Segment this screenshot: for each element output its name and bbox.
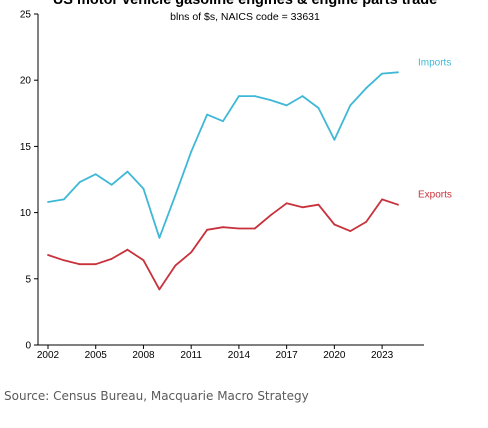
exports-point <box>190 251 193 254</box>
y-tick-label: 25 <box>20 10 32 21</box>
exports-line <box>47 198 399 291</box>
imports-point <box>174 194 177 197</box>
imports-point <box>349 104 352 107</box>
line-chart: US motor vehicle gasoline engines & engi… <box>20 0 452 361</box>
exports-point <box>47 254 49 256</box>
exports-point <box>78 263 81 266</box>
imports-point <box>285 104 288 107</box>
x-axis-ticks: 2002 2005 2008 2011 2014 2017 2020 2023 <box>37 345 394 361</box>
exports-point <box>253 227 256 230</box>
exports-point <box>174 264 177 267</box>
exports-point <box>238 227 240 230</box>
imports-point <box>190 150 193 153</box>
exports-point <box>381 198 383 201</box>
x-tick-label: 2011 <box>180 350 202 361</box>
y-tick-label: 0 <box>25 341 31 352</box>
imports-point <box>47 201 49 203</box>
chart-subtitle: blns of $s, NAICS code = 33631 <box>170 11 320 23</box>
y-tick-label: 5 <box>25 274 31 285</box>
exports-point <box>397 203 399 206</box>
x-tick-label: 2008 <box>132 350 155 361</box>
imports-point <box>317 107 320 109</box>
x-tick-label: 2005 <box>85 350 108 361</box>
imports-point <box>110 183 113 186</box>
imports-point <box>269 99 272 101</box>
imports-point <box>333 138 336 141</box>
imports-series-label: Imports <box>418 57 451 68</box>
exports-point <box>206 228 209 231</box>
imports-point <box>301 95 304 97</box>
exports-point <box>317 203 320 206</box>
exports-series-label: Exports <box>418 190 452 201</box>
exports-point <box>285 202 288 205</box>
x-tick-label: 2023 <box>371 350 394 361</box>
imports-point <box>238 95 240 97</box>
exports-point <box>126 248 129 251</box>
imports-point <box>397 71 399 74</box>
exports-point <box>269 214 272 217</box>
exports-point <box>158 288 161 291</box>
imports-line <box>47 71 399 239</box>
x-tick-label: 2014 <box>228 350 251 361</box>
source-note: Source: Census Bureau, Macquarie Macro S… <box>4 389 309 403</box>
series-lines: Imports Exports <box>47 57 452 291</box>
x-tick-label: 2017 <box>276 350 299 361</box>
imports-point <box>63 198 65 201</box>
exports-point <box>63 259 65 262</box>
imports-point <box>381 72 383 75</box>
exports-point <box>94 263 97 266</box>
exports-point <box>142 259 145 262</box>
imports-point <box>365 87 368 89</box>
imports-point <box>142 187 145 190</box>
y-tick-label: 10 <box>20 208 32 219</box>
imports-point <box>253 95 256 97</box>
imports-point <box>78 181 81 184</box>
imports-point <box>158 236 161 239</box>
exports-point <box>349 230 352 233</box>
imports-point <box>126 170 129 173</box>
y-axis-ticks: 0 5 10 15 20 25 <box>20 10 38 352</box>
x-tick-label: 2020 <box>323 350 346 361</box>
exports-point <box>110 258 113 260</box>
y-tick-label: 15 <box>20 142 32 153</box>
y-tick-label: 20 <box>20 76 32 87</box>
imports-point <box>222 120 224 123</box>
exports-point <box>365 221 368 223</box>
imports-point <box>94 173 97 176</box>
chart-title: US motor vehicle gasoline engines & engi… <box>53 0 437 8</box>
imports-point <box>206 113 209 116</box>
exports-point <box>301 206 304 209</box>
exports-point <box>222 226 224 229</box>
x-tick-label: 2002 <box>37 350 60 361</box>
exports-point <box>333 223 336 226</box>
